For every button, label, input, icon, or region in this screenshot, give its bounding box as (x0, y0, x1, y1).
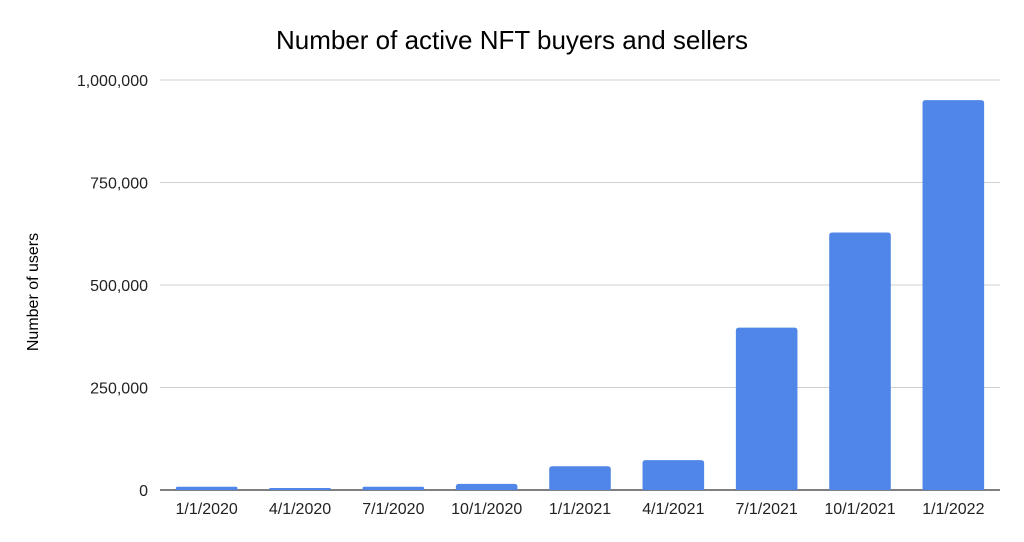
y-axis-label: Number of users (25, 233, 42, 351)
y-tick-label: 750,000 (90, 176, 148, 193)
y-tick-label: 1,000,000 (77, 73, 148, 90)
x-tick-label: 1/1/2020 (176, 501, 238, 518)
bar-10-1-2020 (455, 483, 518, 490)
x-tick-label: 4/1/2021 (642, 501, 704, 518)
bar-1-1-2022 (922, 100, 985, 490)
bar-10-1-2021 (829, 232, 891, 490)
bar-4-1-2021 (642, 460, 705, 490)
x-tick-label: 10/1/2020 (451, 501, 522, 518)
y-tick-label: 500,000 (90, 278, 148, 295)
bar-7-1-2021 (735, 327, 798, 490)
x-tick-label: 7/1/2021 (736, 501, 798, 518)
y-tick-label: 250,000 (90, 381, 148, 398)
y-tick-labels: 0 250,000 500,000 750,000 1,000,000 (77, 73, 148, 500)
x-tick-label: 10/1/2021 (824, 501, 895, 518)
x-tick-label: 7/1/2020 (362, 501, 424, 518)
chart-title: Number of active NFT buyers and sellers (276, 25, 748, 55)
bar-4-1-2020 (269, 487, 331, 490)
x-tick-labels: 1/1/2020 4/1/2020 7/1/2020 10/1/2020 1/1/202… (176, 501, 985, 518)
bars (175, 100, 985, 490)
bar-7-1-2020 (362, 486, 425, 490)
bar-1-1-2021 (549, 466, 611, 490)
x-tick-label: 4/1/2020 (269, 501, 331, 518)
x-tick-label: 1/1/2022 (922, 501, 984, 518)
bar-1-1-2020 (175, 486, 238, 490)
y-tick-label: 0 (139, 483, 148, 500)
x-tick-label: 1/1/2021 (549, 501, 611, 518)
